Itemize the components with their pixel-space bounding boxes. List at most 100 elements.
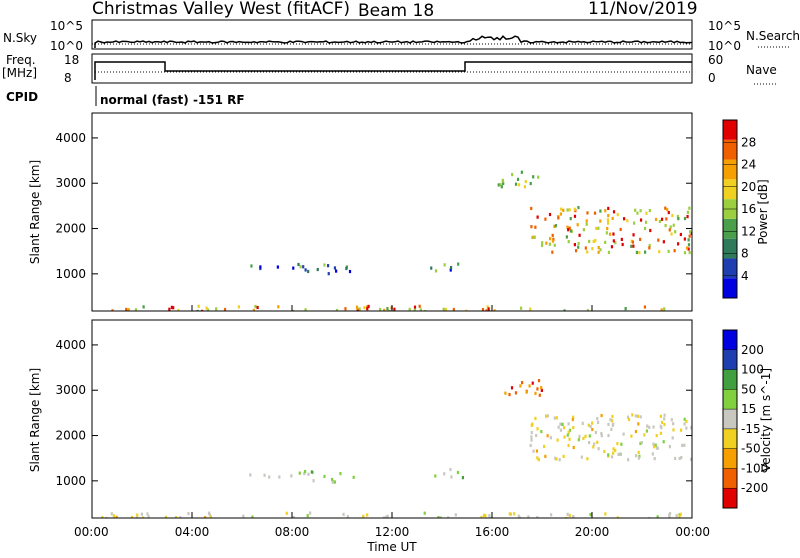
- echo-cell: [565, 235, 568, 239]
- power-echo-layer: [111, 170, 692, 311]
- echo-cell: [668, 228, 671, 232]
- echo-cell: [654, 217, 658, 222]
- echo-cell: [683, 216, 687, 221]
- echo-cell: [569, 229, 572, 233]
- echo-cell: [366, 307, 369, 311]
- echo-cell: [555, 416, 558, 420]
- echo-cell: [344, 307, 347, 311]
- echo-cell: [142, 305, 145, 309]
- echo-cell: [540, 388, 543, 393]
- echo-cell: [196, 309, 199, 311]
- echo-cell: [568, 437, 571, 441]
- echo-cell: [597, 447, 600, 451]
- echo-cell: [688, 230, 692, 234]
- echo-cell: [672, 422, 675, 426]
- echo-cell: [556, 438, 559, 442]
- echo-cell: [633, 221, 636, 225]
- echo-cell: [548, 242, 551, 246]
- y-tick-label: 3000: [55, 176, 86, 190]
- cpid-mode: normal (fast) -151 RF: [100, 93, 245, 107]
- time-xlabel: Time UT: [366, 540, 417, 554]
- echo-cell: [513, 512, 516, 516]
- echo-cell: [531, 235, 534, 239]
- echo-cell: [130, 515, 134, 518]
- echo-cell: [356, 309, 359, 311]
- colorbar-segment: [723, 120, 737, 140]
- echo-cell: [304, 268, 307, 272]
- echo-cell: [110, 512, 113, 516]
- x-tick-label: 16:00: [475, 525, 510, 539]
- echo-cell: [254, 304, 257, 309]
- echo-cell: [127, 308, 130, 311]
- echo-cell: [493, 309, 496, 311]
- echo-cell: [527, 515, 530, 518]
- echo-cell: [627, 417, 631, 422]
- echo-cell: [596, 440, 599, 444]
- echo-cell: [323, 263, 326, 267]
- echo-cell: [683, 443, 686, 447]
- echo-cell: [612, 239, 615, 243]
- echo-cell: [362, 514, 365, 518]
- echo-cell: [358, 307, 361, 311]
- echo-cell: [197, 304, 200, 308]
- echo-cell: [653, 457, 656, 461]
- echo-cell: [215, 307, 218, 311]
- echo-cell: [643, 226, 647, 231]
- echo-cell: [632, 244, 635, 248]
- echo-cell: [670, 418, 673, 422]
- colorbar-tick-label: -100: [741, 461, 768, 475]
- echo-cell: [382, 516, 385, 518]
- echo-cell: [685, 419, 688, 424]
- echo-cell: [617, 452, 620, 456]
- y-tick-label: 4000: [55, 131, 86, 145]
- echo-cell: [616, 212, 619, 217]
- echo-cell: [566, 433, 569, 437]
- echo-cell: [687, 247, 690, 251]
- echo-cell: [674, 456, 677, 461]
- power-cbar-label: Power [dB]: [756, 179, 770, 244]
- echo-cell: [413, 305, 417, 309]
- echo-cell: [331, 480, 334, 484]
- echo-cell: [528, 384, 531, 388]
- echo-cell: [600, 413, 603, 418]
- echo-cell: [555, 457, 558, 461]
- echo-cell: [637, 450, 640, 455]
- echo-cell: [567, 422, 570, 426]
- y-tick-label: 4000: [55, 338, 86, 352]
- echo-cell: [237, 305, 241, 309]
- echo-cell: [290, 474, 293, 478]
- station-title: Christmas Valley West (fitACF): [92, 0, 350, 19]
- echo-cell: [304, 308, 307, 311]
- echo-cell: [303, 471, 306, 476]
- echo-cell: [439, 516, 442, 518]
- echo-cell: [587, 423, 590, 427]
- echo-cell: [679, 232, 682, 237]
- echo-cell: [611, 414, 614, 419]
- beam-label: Beam 18: [358, 1, 434, 21]
- echo-cell: [568, 513, 571, 518]
- echo-cell: [608, 232, 612, 236]
- colorbar-tick-label: 24: [741, 158, 756, 172]
- echo-cell: [586, 250, 589, 254]
- echo-cell: [278, 475, 281, 479]
- echo-cell: [249, 473, 252, 477]
- echo-cell: [607, 453, 610, 457]
- echo-cell: [510, 386, 514, 390]
- echo-cell: [285, 511, 288, 515]
- colorbar-segment: [723, 159, 737, 180]
- y-tick-label: 1000: [55, 267, 86, 281]
- echo-cell: [306, 514, 309, 518]
- echo-cell: [630, 244, 633, 248]
- echo-cell: [669, 225, 672, 229]
- echo-cell: [434, 474, 437, 478]
- echo-cell: [681, 443, 684, 448]
- x-tick-label: 04:00: [175, 525, 210, 539]
- echo-cell: [592, 445, 595, 449]
- echo-cell: [548, 237, 552, 241]
- echo-cell: [530, 206, 533, 211]
- echo-cell: [667, 210, 670, 215]
- colorbar-tick-label: 50: [741, 382, 756, 396]
- echo-cell: [568, 208, 571, 212]
- echo-cell: [206, 308, 210, 311]
- echo-cell: [105, 516, 108, 518]
